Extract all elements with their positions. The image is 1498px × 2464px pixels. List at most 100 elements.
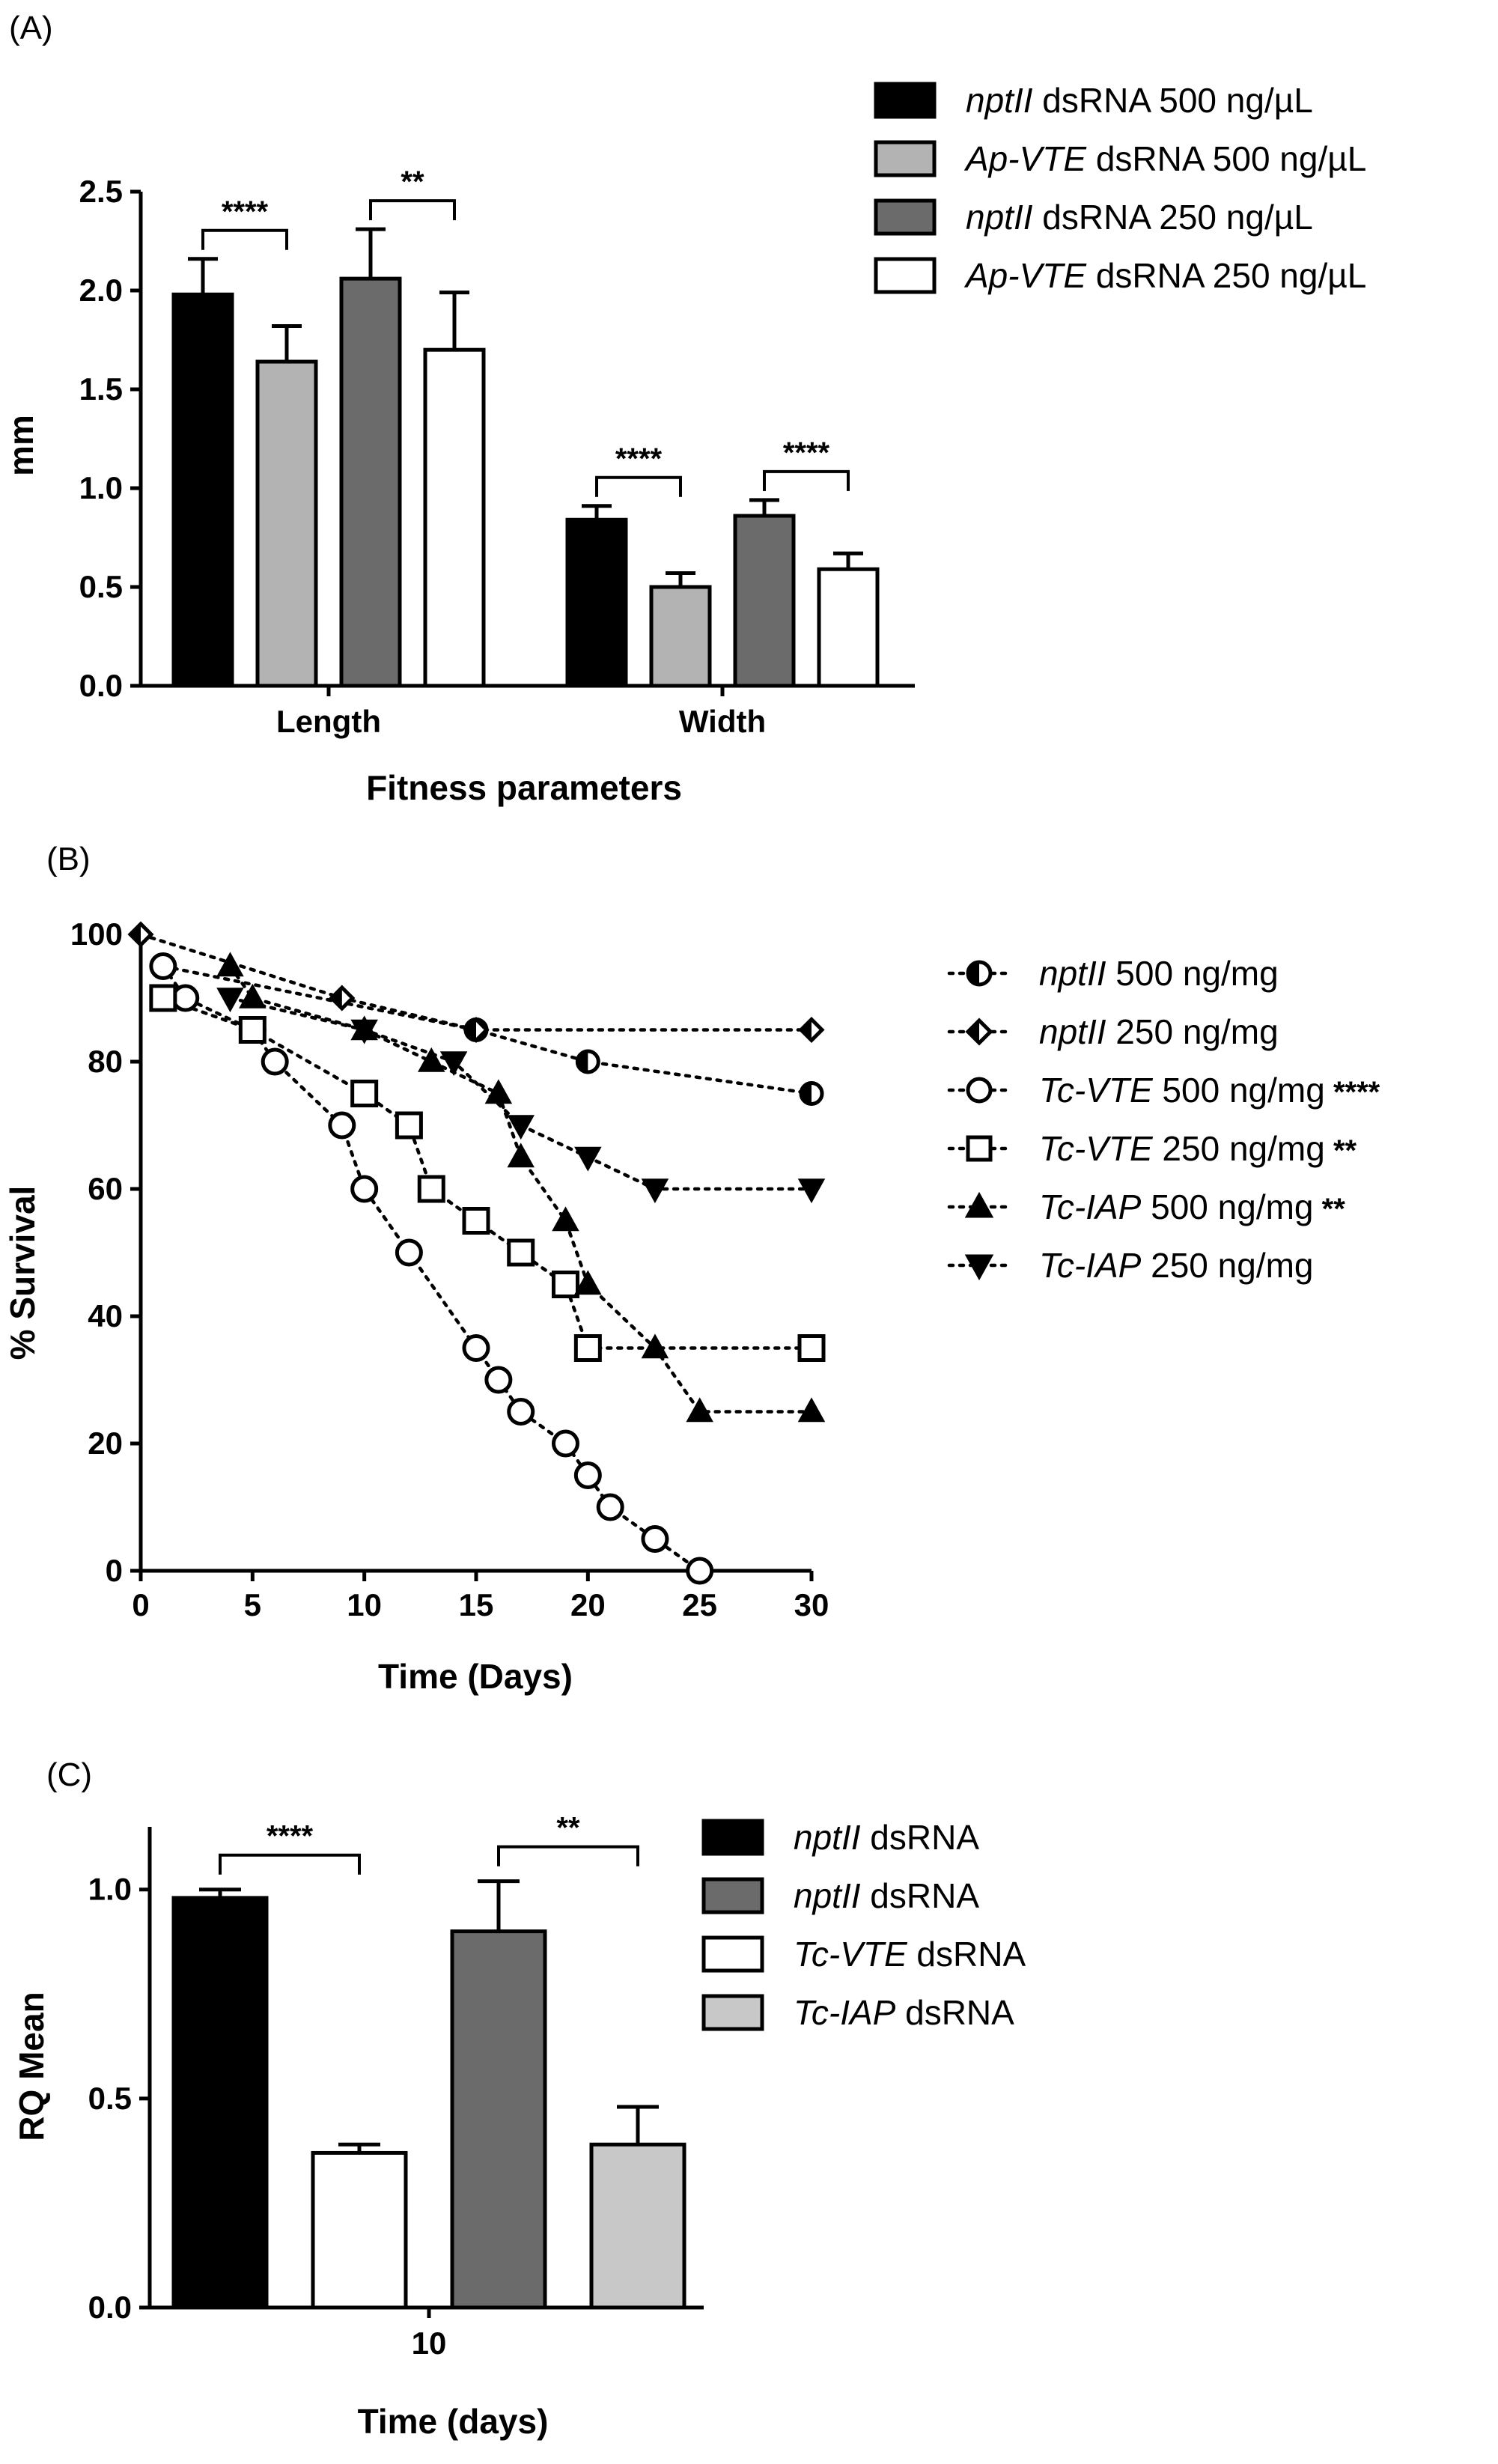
panel-c-bar — [450, 1929, 547, 2310]
panel-b-marker — [484, 1366, 513, 1394]
panel-b-ytick-label: 40 — [88, 1298, 123, 1333]
panel-b-marker — [130, 924, 141, 945]
panel-b-marker — [462, 1207, 490, 1235]
panel-b-marker — [466, 1019, 476, 1041]
panel-b-ytick-label: 20 — [88, 1426, 123, 1461]
panel-b-marker — [574, 1146, 602, 1172]
panel-a-significance-bracket — [595, 475, 682, 497]
panel-b-legend: nptII 500 ng/mg nptII 250 ng/mg Tc-VTE 500… — [947, 954, 1380, 1285]
panel-a-significance-label: **** — [615, 442, 663, 475]
panel-c-legend-label: nptII dsRNA — [794, 1818, 979, 1857]
panel-a-legend-label: Ap-VTE dsRNA 500 ng/µL — [963, 139, 1366, 178]
panel-c-significance-label: ** — [556, 1812, 580, 1845]
panel-c-legend-label: nptII dsRNA — [794, 1876, 979, 1915]
panel-b-series-line — [161, 996, 814, 1350]
panel-b-marker — [797, 1334, 826, 1362]
panel-c-significance-bracket — [497, 1845, 639, 1867]
panel-b-marker — [484, 1079, 513, 1104]
panel-b-marker — [216, 952, 244, 977]
panel-c-ytick-label: 0.0 — [88, 2290, 132, 2325]
panel-b-legend-label: Tc-IAP 500 ng/mg ** — [1039, 1187, 1345, 1226]
panel-b-marker — [641, 1178, 669, 1204]
panel-b-marker — [574, 1270, 602, 1295]
panel-c-significance-label: **** — [267, 1820, 314, 1853]
panel-b-marker — [149, 952, 177, 980]
panel-b-marker — [551, 1271, 579, 1298]
panel-a-bar — [817, 567, 880, 688]
panel-a-label: (A) — [9, 10, 53, 46]
panel-b-marker — [395, 1238, 423, 1267]
panel-b-series-line — [161, 964, 814, 1095]
panel-b-marker — [216, 988, 244, 1013]
panel-a-significance-label: ** — [401, 165, 424, 198]
panel-c-legend-label: Tc-VTE dsRNA — [794, 1935, 1026, 1974]
panel-b-xtick-label: 20 — [570, 1587, 606, 1622]
panel-b-marker — [968, 1020, 979, 1043]
panel-b-marker — [686, 1557, 714, 1585]
panel-c-bar — [171, 1896, 269, 2310]
panel-b-marker — [395, 1111, 423, 1140]
panel-b-marker — [149, 984, 177, 1012]
panel-b-legend-label: Tc-VTE 500 ng/mg **** — [1039, 1071, 1380, 1110]
panel-b-marker — [573, 1334, 602, 1362]
panel-a-ylabel: mm — [1, 415, 40, 476]
panel-b-xtick-label: 30 — [794, 1587, 829, 1622]
panel-b-marker — [328, 1111, 356, 1140]
panel-b-marker — [331, 988, 342, 1009]
panel-b-marker — [417, 1175, 445, 1203]
panel-b-marker — [641, 1333, 669, 1359]
panel-a-legend-swatch — [874, 198, 937, 236]
panel-b-series-line — [228, 964, 814, 1414]
panel-a-significance-bracket — [763, 469, 850, 491]
panel-b-marker — [238, 1016, 267, 1044]
panel-a-legend: nptII dsRNA 500 ng/µL Ap-VTE dsRNA 500 ng… — [874, 81, 1366, 295]
panel-c-xlabel: Time (days) — [358, 2402, 549, 2441]
panel-b-marker — [462, 1334, 490, 1362]
panel-b: (B) 0 20 40 60 80 100 0 5 10 15 20 25 30 nptII 500 n… — [3, 841, 1380, 1696]
panel-a-legend-label: Ap-VTE dsRNA 250 ng/µL — [963, 256, 1366, 295]
panel-b-ylabel: % Survival — [3, 1186, 42, 1360]
panel-a-ytick-label: 2.5 — [79, 174, 123, 209]
panel-b-ytick-label: 80 — [88, 1044, 123, 1079]
panel-b-marker — [964, 1191, 994, 1218]
panel-c-xtick-label: 10 — [412, 2325, 447, 2361]
panel-b-marker — [797, 1397, 826, 1423]
panel-b-ytick-label: 0 — [106, 1553, 123, 1588]
panel-b-plot: 0 20 40 60 80 100 0 5 10 15 20 25 30 — [70, 916, 829, 1622]
panel-b-xtick-label: 15 — [459, 1587, 494, 1622]
panel-a-xlabel: Fitness parameters — [366, 768, 682, 807]
panel-b-marker — [171, 984, 200, 1012]
panel-a-significance-label: **** — [222, 195, 269, 228]
panel-b-marker — [577, 1051, 588, 1072]
panel-b-marker — [507, 1143, 535, 1168]
panel-a-ytick-label: 1.0 — [79, 470, 123, 505]
panel-b-marker — [552, 1206, 579, 1232]
panel-a-ytick-label: 2.0 — [79, 273, 123, 308]
panel-a-legend-label: nptII dsRNA 500 ng/µL — [966, 81, 1313, 120]
panel-a-legend-swatch — [874, 82, 937, 119]
panel-b-legend-label: nptII 250 ng/mg — [1039, 1012, 1279, 1051]
panel-a-bar — [255, 359, 318, 688]
panel-b-marker — [239, 983, 267, 1009]
panel-b-legend-label: nptII 500 ng/mg — [1039, 954, 1279, 993]
panel-b-marker — [350, 1175, 379, 1203]
panel-b-marker — [261, 1047, 289, 1076]
panel-c-legend-swatch — [701, 1994, 764, 2031]
panel-c-bar — [589, 2142, 686, 2310]
panel-b-marker — [350, 1080, 379, 1107]
panel-b-marker — [968, 962, 979, 985]
panel-b-marker — [507, 1115, 535, 1140]
panel-b-marker — [507, 1238, 535, 1267]
panel-c-ytick-label: 0.5 — [88, 2081, 132, 2116]
panel-b-marker — [797, 1178, 826, 1204]
panel-b-xtick-label: 5 — [244, 1587, 261, 1622]
panel-a-ytick-label: 1.5 — [79, 371, 123, 407]
panel-a-significance-bracket — [201, 228, 288, 250]
panel-c-ytick-label: 1.0 — [88, 1872, 132, 1907]
panel-a-ytick-label: 0.5 — [79, 569, 123, 604]
panel-a-bar — [423, 347, 486, 688]
panel-b-marker — [641, 1525, 669, 1553]
